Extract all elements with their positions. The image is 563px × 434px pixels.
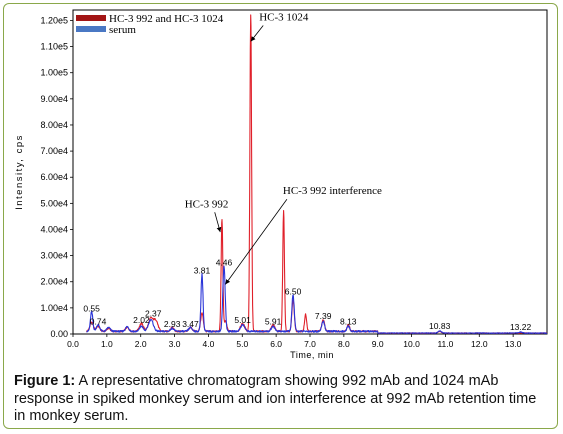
y-tick-label: 1.00e5	[40, 68, 68, 78]
x-tick-label: 6.0	[270, 339, 282, 349]
peak-label: 5.91	[265, 316, 282, 326]
annotation-hc3-992-interference-arrow	[225, 198, 288, 285]
peak-label: 6.50	[285, 286, 302, 296]
legend-item-hc3-swatch	[76, 15, 106, 21]
y-tick-label: 8.00e4	[40, 120, 68, 130]
x-tick-label: 7.0	[304, 339, 316, 349]
y-tick-label: 5.00e4	[40, 198, 68, 208]
x-tick-label: 11.0	[437, 339, 453, 349]
y-tick-label: 4.00e4	[40, 224, 68, 234]
annotation-hc3-992-text: HC-3 992	[185, 198, 229, 210]
plot-area	[72, 9, 548, 335]
x-tick-label: 12.0	[471, 339, 488, 349]
x-tick-label: 9.0	[372, 339, 384, 349]
peak-label: 3.47	[182, 319, 199, 329]
peak-label: 0.55	[83, 303, 100, 313]
peak-label: 8.13	[340, 316, 357, 326]
x-tick-label: 5.0	[236, 339, 248, 349]
x-tick-label: 8.0	[338, 339, 350, 349]
chromatogram-chart: 0.00 1.00e4 2.00e4 3.00e4 4.00e4 5.00e4 6.00e4…	[14, 9, 548, 360]
y-tick-label: 2.00e4	[40, 277, 68, 287]
peak-label: 3.81	[194, 266, 211, 276]
x-tick-label: 13.0	[505, 339, 522, 349]
legend-item-serum-swatch	[76, 26, 106, 32]
legend-item-hc3-label: HC-3 992 and HC-3 1024	[109, 13, 224, 25]
caption-label: Figure 1:	[14, 373, 76, 389]
y-tick-label: 1.20e5	[40, 15, 68, 25]
x-tick-label: 1.0	[101, 339, 113, 349]
y-tick-label: 6.00e4	[40, 172, 68, 182]
x-tick-label: 4.0	[203, 339, 215, 349]
annotation-hc3-1024-text: HC-3 1024	[259, 11, 309, 23]
y-tick-label: 3.00e4	[40, 251, 68, 261]
annotation-hc3-992-arrow	[214, 212, 222, 233]
peak-label: 13.22	[510, 322, 532, 332]
y-tick-label: 0.00	[50, 329, 68, 339]
annotation-hc3-1024-arrow	[250, 25, 264, 42]
peak-label: 2.37	[145, 309, 162, 319]
y-tick-label: 7.00e4	[40, 146, 68, 156]
peak-label: 2.93	[164, 319, 181, 329]
x-tick-label: 10.0	[403, 339, 420, 349]
figure-caption: Figure 1: A representative chromatogram …	[14, 373, 550, 426]
y-tick-label: 1.10e5	[40, 42, 68, 52]
caption-text: A representative chromatogram showing 99…	[14, 373, 537, 424]
annotation-hc3-992-interference-text: HC-3 992 interference	[283, 185, 382, 197]
peak-label: 5.01	[234, 315, 251, 325]
peak-label: 2.02	[133, 315, 150, 325]
y-tick-label: 1.00e4	[40, 303, 68, 313]
y-axis-label: Intensity, cps	[14, 134, 25, 210]
x-axis-label: Time, min	[290, 350, 334, 360]
y-tick-label: 9.00e4	[40, 94, 68, 104]
peak-label: 10.83	[429, 321, 451, 331]
peak-label: 4.46	[216, 258, 233, 268]
peak-label: 0.74	[90, 316, 107, 326]
series-serum-trace	[86, 265, 548, 334]
legend-item-serum-label: serum	[109, 24, 136, 36]
peak-label: 7.39	[315, 311, 332, 321]
x-tick-label: 2.0	[135, 339, 147, 349]
x-tick-label: 3.0	[169, 339, 181, 349]
x-tick-label: 0.0	[67, 339, 79, 349]
